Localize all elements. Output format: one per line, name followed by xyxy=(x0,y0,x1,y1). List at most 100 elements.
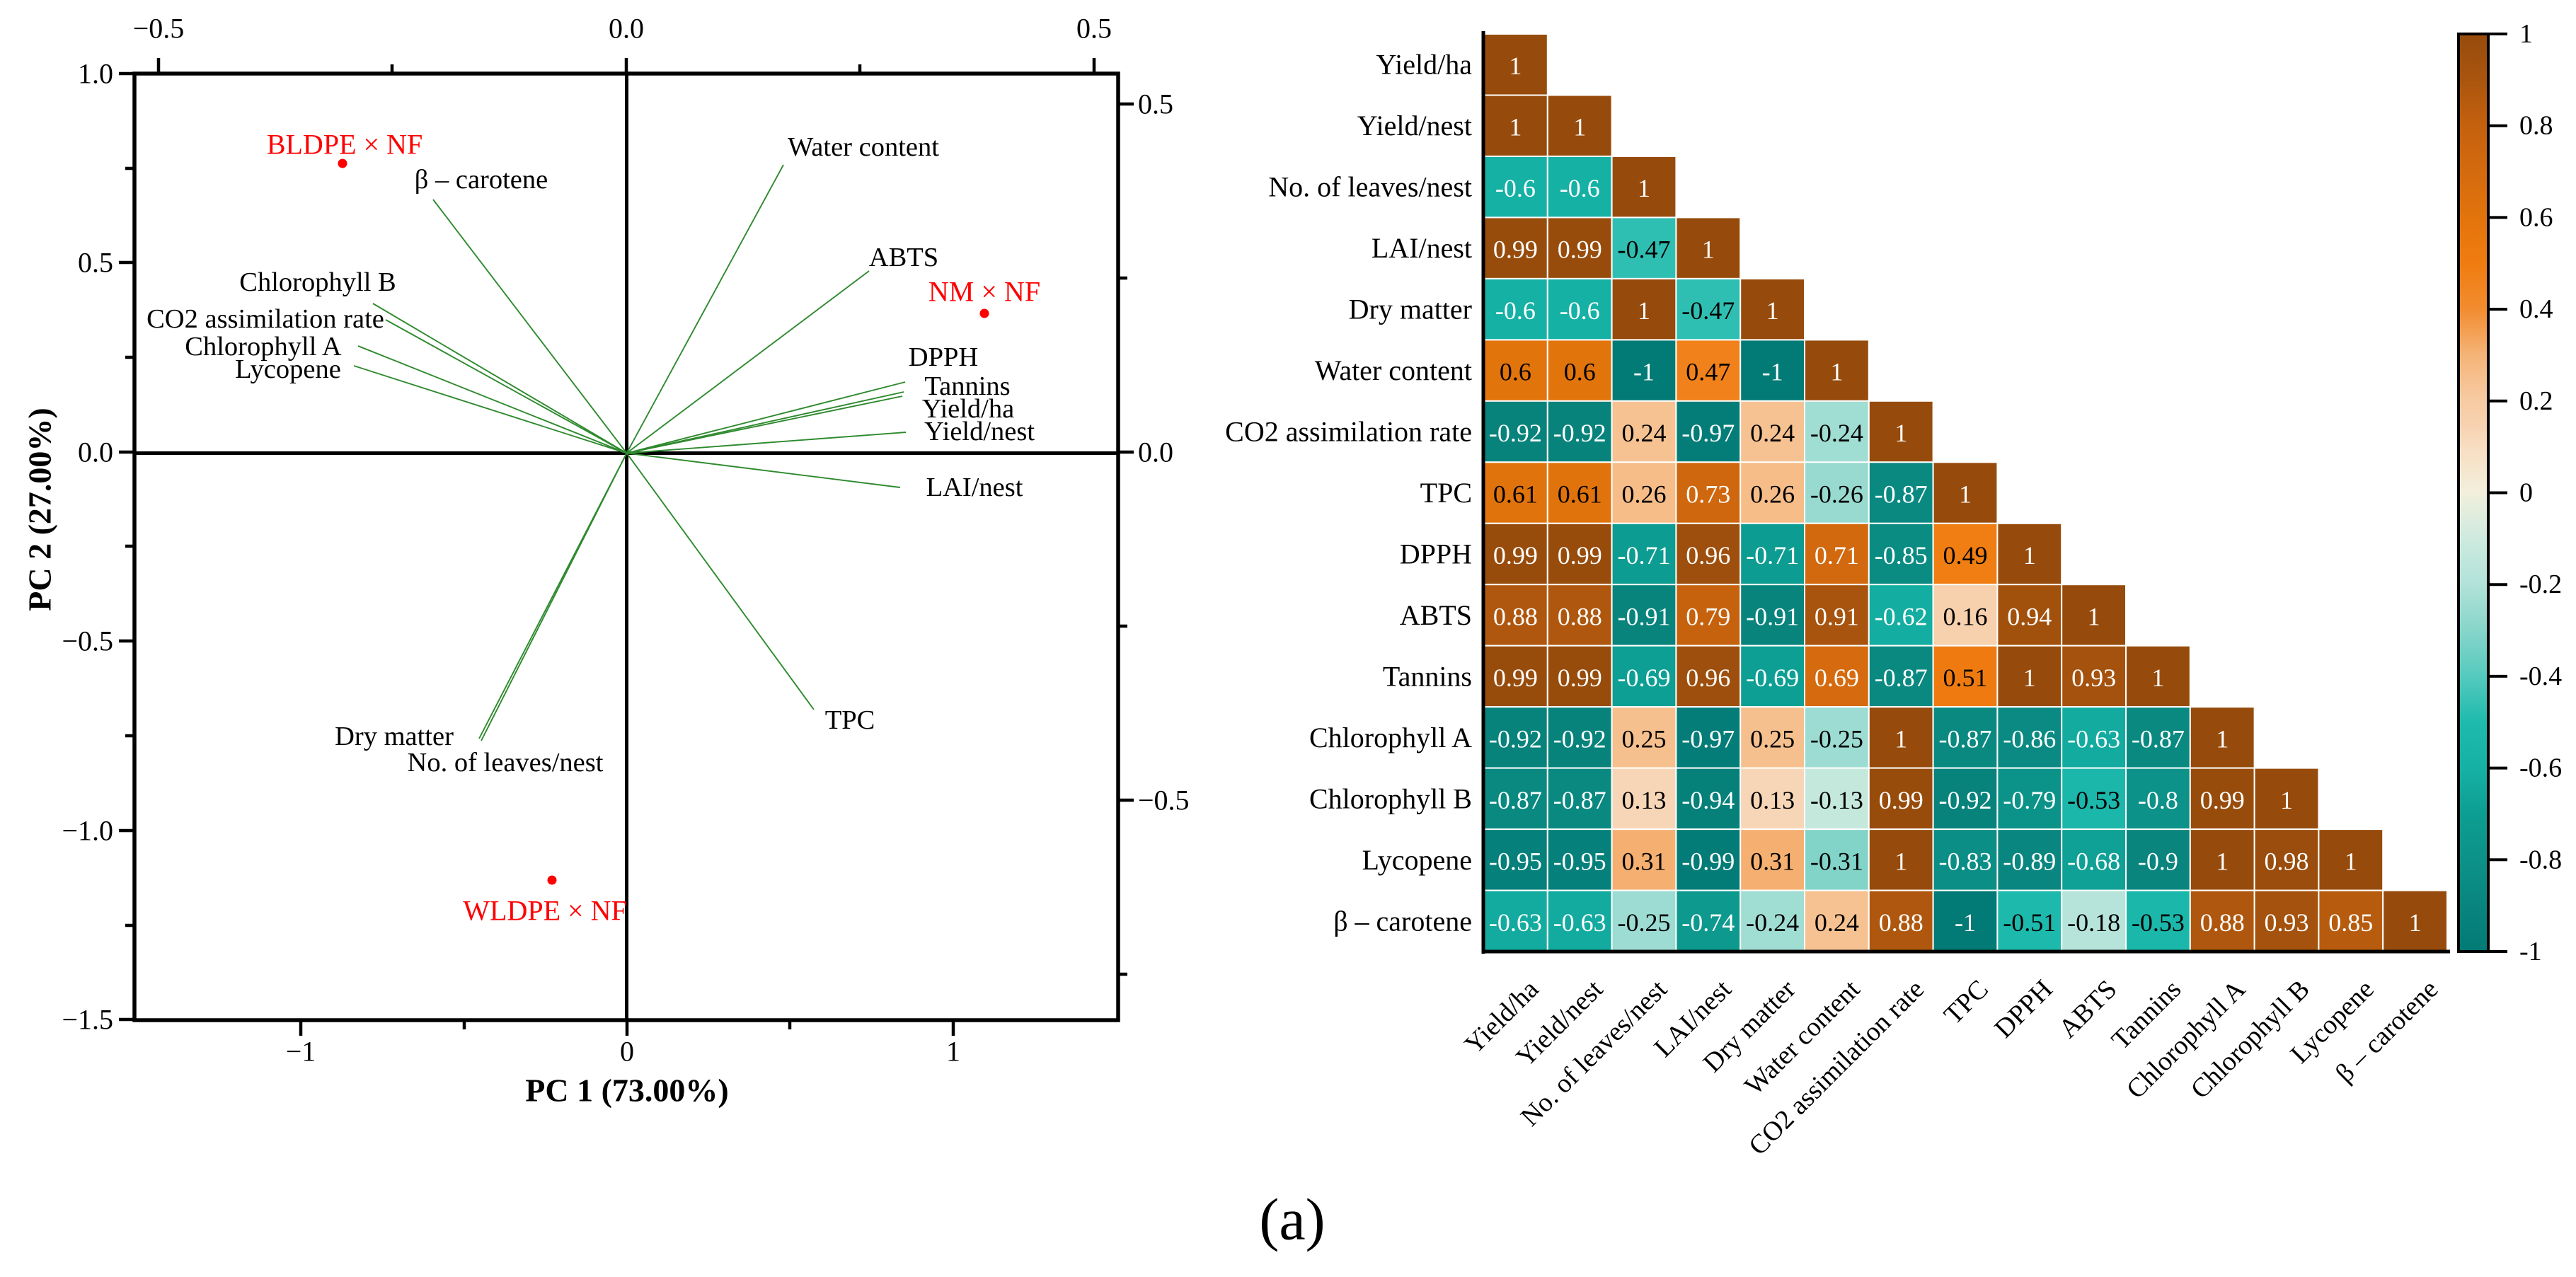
svg-text:0.61: 0.61 xyxy=(1493,480,1538,509)
svg-text:1: 1 xyxy=(2088,603,2100,631)
svg-text:1: 1 xyxy=(1702,236,1715,264)
svg-text:0.85: 0.85 xyxy=(2328,908,2373,937)
svg-text:0.0: 0.0 xyxy=(1138,437,1173,468)
svg-text:ABTS: ABTS xyxy=(869,243,938,272)
svg-text:TPC: TPC xyxy=(825,705,875,735)
svg-text:-0.91: -0.91 xyxy=(1746,603,1799,631)
svg-text:Yield/nest: Yield/nest xyxy=(924,417,1035,446)
svg-text:1: 1 xyxy=(1766,296,1779,325)
svg-text:1: 1 xyxy=(2345,847,2357,875)
svg-text:Chlorophyll A: Chlorophyll A xyxy=(1309,722,1472,753)
svg-text:-0.87: -0.87 xyxy=(1939,724,1992,753)
svg-text:0: 0 xyxy=(620,1036,634,1068)
svg-text:TPC: TPC xyxy=(1938,974,1994,1030)
svg-text:1: 1 xyxy=(2216,724,2229,753)
svg-text:1: 1 xyxy=(2280,786,2293,814)
svg-text:-0.97: -0.97 xyxy=(1681,419,1735,447)
svg-text:-0.92: -0.92 xyxy=(1553,724,1606,753)
svg-text:-0.69: -0.69 xyxy=(1746,664,1799,692)
svg-text:WLDPE × NF: WLDPE × NF xyxy=(463,895,626,927)
svg-text:Tannins: Tannins xyxy=(924,371,1010,401)
svg-text:0.99: 0.99 xyxy=(1558,236,1602,264)
svg-text:−1: −1 xyxy=(286,1036,316,1068)
svg-text:-0.18: -0.18 xyxy=(2067,908,2120,937)
svg-text:−0.5: −0.5 xyxy=(1138,785,1190,816)
svg-text:1: 1 xyxy=(2519,19,2533,49)
svg-text:DPPH: DPPH xyxy=(1989,974,2058,1044)
svg-text:DPPH: DPPH xyxy=(909,342,978,372)
svg-text:-0.83: -0.83 xyxy=(1939,847,1992,875)
svg-text:0.49: 0.49 xyxy=(1943,541,1988,570)
svg-text:TPC: TPC xyxy=(1420,477,1472,509)
svg-text:0.4: 0.4 xyxy=(2519,294,2553,324)
svg-text:-0.6: -0.6 xyxy=(1495,174,1536,202)
svg-text:0.13: 0.13 xyxy=(1622,786,1667,814)
svg-text:1: 1 xyxy=(946,1036,960,1068)
svg-text:−1.5: −1.5 xyxy=(62,1004,113,1036)
svg-text:-0.71: -0.71 xyxy=(1618,541,1671,570)
svg-text:-0.94: -0.94 xyxy=(1681,786,1735,814)
svg-text:0.99: 0.99 xyxy=(1558,541,1602,570)
svg-text:0.0: 0.0 xyxy=(609,13,644,45)
svg-text:0.25: 0.25 xyxy=(1622,724,1667,753)
svg-text:-0.87: -0.87 xyxy=(2132,724,2185,753)
svg-text:-0.47: -0.47 xyxy=(1681,296,1735,325)
svg-text:0.71: 0.71 xyxy=(1815,541,1859,570)
svg-text:-0.95: -0.95 xyxy=(1489,847,1542,875)
svg-text:0.31: 0.31 xyxy=(1622,847,1667,875)
svg-text:Yield/ha: Yield/ha xyxy=(922,394,1014,424)
svg-text:-0.6: -0.6 xyxy=(1495,296,1536,325)
svg-text:-0.68: -0.68 xyxy=(2067,847,2120,875)
svg-text:Chlorophyll B: Chlorophyll B xyxy=(239,267,396,297)
svg-text:-0.92: -0.92 xyxy=(1489,419,1542,447)
svg-text:-0.62: -0.62 xyxy=(1875,603,1928,631)
svg-text:1.0: 1.0 xyxy=(78,58,113,90)
svg-text:1: 1 xyxy=(1509,113,1522,141)
svg-text:0.99: 0.99 xyxy=(1493,541,1538,570)
svg-text:NM × NF: NM × NF xyxy=(928,276,1040,308)
svg-text:Tannins: Tannins xyxy=(1383,660,1472,692)
svg-text:-0.24: -0.24 xyxy=(1810,419,1863,447)
svg-text:0.31: 0.31 xyxy=(1750,847,1795,875)
svg-text:Lycopene: Lycopene xyxy=(1362,844,1473,876)
svg-text:0.5: 0.5 xyxy=(78,247,113,279)
svg-text:0.88: 0.88 xyxy=(1558,603,1602,631)
svg-text:-0.47: -0.47 xyxy=(1618,236,1671,264)
svg-text:DPPH: DPPH xyxy=(1400,538,1472,570)
svg-text:0.6: 0.6 xyxy=(2519,202,2553,232)
svg-text:-0.85: -0.85 xyxy=(1875,541,1928,570)
svg-text:-0.2: -0.2 xyxy=(2519,570,2562,599)
svg-text:CO2 assimilation rate: CO2 assimilation rate xyxy=(146,304,384,334)
svg-text:CO2 assimilation rate: CO2 assimilation rate xyxy=(1225,416,1472,448)
svg-text:1: 1 xyxy=(2151,664,2164,692)
svg-text:1: 1 xyxy=(1830,358,1843,386)
svg-text:-0.95: -0.95 xyxy=(1553,847,1606,875)
svg-text:-0.53: -0.53 xyxy=(2067,786,2120,814)
svg-text:-0.91: -0.91 xyxy=(1618,603,1671,631)
svg-text:0.88: 0.88 xyxy=(1879,908,1924,937)
svg-text:0.69: 0.69 xyxy=(1815,664,1859,692)
svg-text:Yield/nest: Yield/nest xyxy=(1357,110,1472,141)
svg-text:1: 1 xyxy=(1573,113,1586,141)
svg-text:β – carotene: β – carotene xyxy=(1333,905,1472,937)
svg-text:0.99: 0.99 xyxy=(1493,664,1538,692)
svg-text:0.26: 0.26 xyxy=(1622,480,1667,509)
svg-text:(a): (a) xyxy=(1259,1187,1325,1253)
svg-text:0: 0 xyxy=(2519,478,2533,508)
svg-text:-0.25: -0.25 xyxy=(1810,724,1863,753)
svg-text:-0.6: -0.6 xyxy=(2519,753,2562,783)
svg-text:0.51: 0.51 xyxy=(1943,664,1988,692)
svg-text:0.5: 0.5 xyxy=(1138,88,1173,120)
svg-text:0.79: 0.79 xyxy=(1686,603,1730,631)
svg-text:-1: -1 xyxy=(2519,937,2542,966)
svg-text:0.24: 0.24 xyxy=(1622,419,1667,447)
svg-text:−0.5: −0.5 xyxy=(133,13,185,45)
svg-text:Dry matter: Dry matter xyxy=(1349,294,1472,325)
svg-text:0.5: 0.5 xyxy=(1076,13,1112,45)
svg-text:1: 1 xyxy=(2409,908,2422,937)
svg-text:−1.0: −1.0 xyxy=(62,815,113,847)
svg-text:−0.5: −0.5 xyxy=(62,625,113,657)
svg-text:0.93: 0.93 xyxy=(2071,664,2116,692)
svg-text:-0.51: -0.51 xyxy=(2003,908,2056,937)
svg-text:0.24: 0.24 xyxy=(1815,908,1859,937)
